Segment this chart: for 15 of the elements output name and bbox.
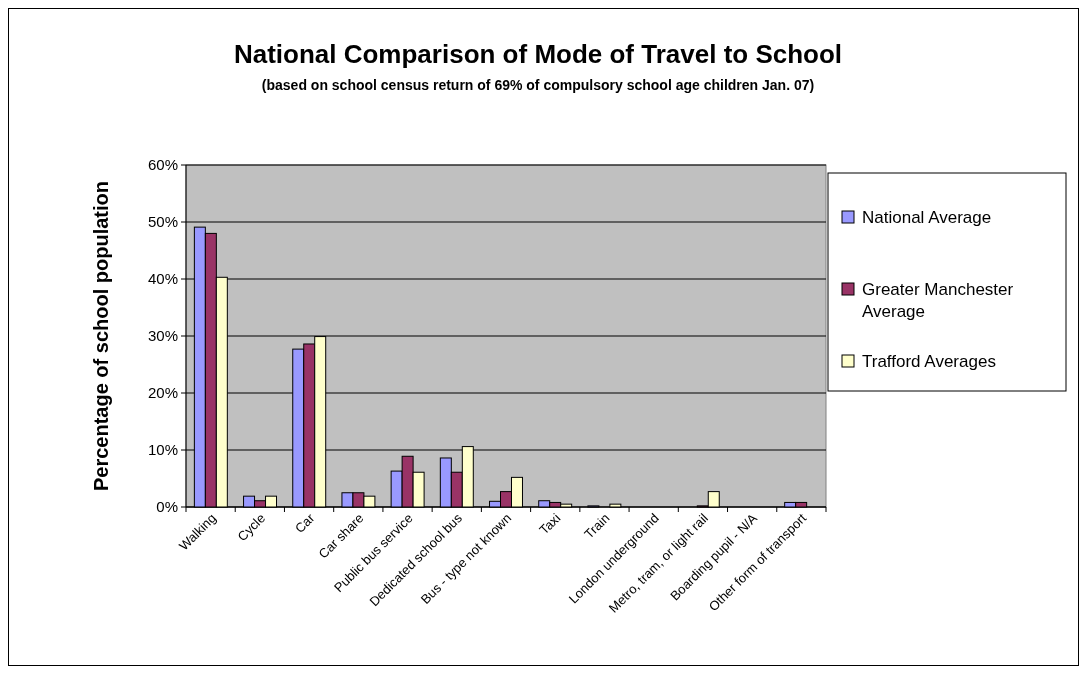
legend-label: Trafford Averages — [862, 352, 996, 371]
y-tick-label: 10% — [147, 441, 178, 459]
y-tick-label: 20% — [147, 384, 178, 402]
chart-title: National Comparison of Mode of Travel to School — [233, 39, 843, 69]
x-tick-label: Taxi — [536, 510, 564, 538]
x-tick-label: Car — [291, 510, 318, 536]
y-tick-label: 60% — [147, 156, 178, 174]
y-tick-label: 30% — [147, 327, 178, 345]
chart-subtitle: (based on school census return of 69% of compulsory school age children Jan. 07) — [261, 77, 815, 93]
y-axis-title: Percentage of school population — [90, 180, 112, 492]
y-tick-label: 50% — [147, 213, 178, 231]
y-tick-label: 0% — [156, 498, 178, 516]
y-tick-label: 40% — [147, 270, 178, 288]
legend-label: National Average — [862, 208, 992, 227]
legend-label: Greater Manchester Average — [862, 280, 1014, 321]
